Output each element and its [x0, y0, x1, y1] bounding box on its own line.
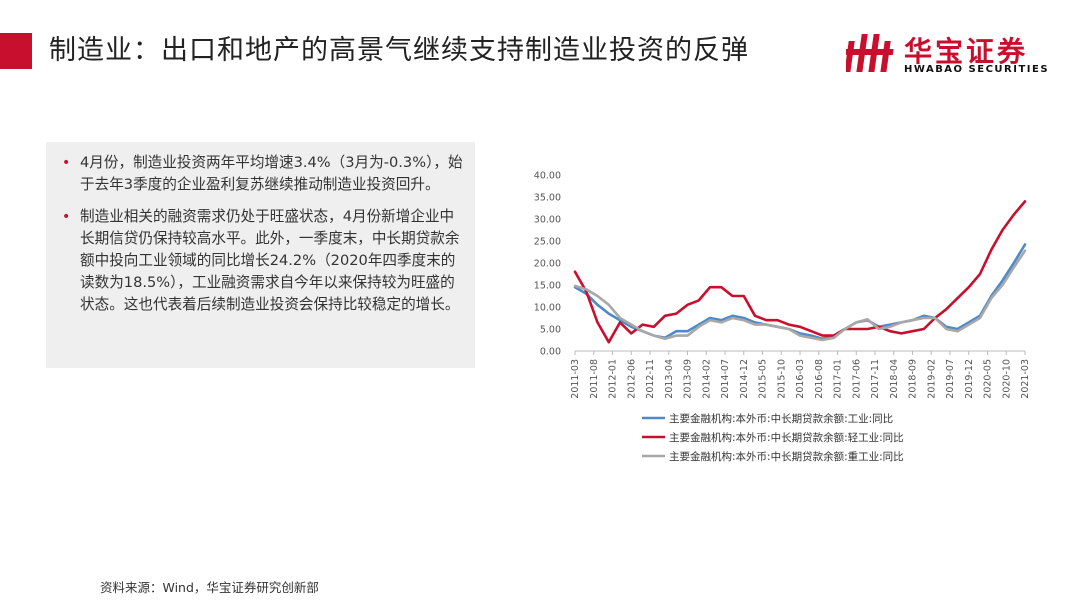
page-title: 制造业：出口和地产的高景气继续支持制造业投资的反弹	[49, 35, 749, 66]
x-tick-label: 2021-03	[1020, 359, 1031, 399]
logo-name-cn: 华宝证券	[904, 35, 1029, 68]
x-tick-label: 2013-09	[683, 359, 694, 399]
x-tick-label: 2016-08	[814, 359, 825, 399]
y-tick-label: 35.00	[534, 193, 561, 204]
y-tick-label: 10.00	[534, 303, 561, 314]
x-tick-label: 2012-01	[608, 359, 619, 399]
source-note: 资料来源：Wind，华宝证券研究创新部	[100, 580, 319, 595]
x-tick-label: 2011-03	[570, 359, 581, 399]
x-tick-label: 2017-01	[833, 359, 844, 399]
x-tick-label: 2014-02	[701, 359, 712, 399]
logo-name-en: HWABAO SECURITIES	[904, 64, 1050, 75]
x-tick-label: 2012-06	[626, 359, 637, 399]
y-tick-label: 15.00	[534, 281, 561, 292]
bullet-dot-icon: •	[62, 209, 71, 225]
summary-text-box: • 4月份，制造业投资两年平均增速3.4%（3月为-0.3%），始于去年3季度的…	[46, 142, 475, 368]
x-tick-label: 2018-09	[908, 359, 919, 399]
y-tick-label: 30.00	[534, 215, 561, 226]
y-tick-label: 5.00	[540, 325, 561, 336]
y-tick-label: 0.00	[540, 347, 561, 358]
bullet-text: 制造业相关的融资需求仍处于旺盛状态，4月份新增企业中长期信贷仍保持较高水平。此外…	[80, 208, 460, 313]
y-tick-label: 40.00	[534, 171, 561, 182]
x-tick-label: 2020-10	[1001, 359, 1012, 399]
x-tick-label: 2019-07	[945, 359, 956, 399]
x-tick-label: 2015-05	[758, 359, 769, 399]
legend-label-1: 主要金融机构:本外币:中长期贷款余额:工业:同比	[669, 412, 893, 425]
x-tick-label: 2018-04	[889, 359, 900, 399]
hwabao-logo-mark-icon	[846, 34, 894, 72]
legend-label-3: 主要金融机构:本外币:中长期贷款余额:重工业:同比	[669, 450, 904, 463]
y-tick-label: 20.00	[534, 259, 561, 270]
x-tick-label: 2011-08	[589, 359, 600, 399]
title-accent-bar	[0, 33, 32, 69]
legend-label-2: 主要金融机构:本外币:中长期贷款余额:轻工业:同比	[669, 431, 904, 444]
x-tick-label: 2017-11	[870, 359, 881, 399]
x-tick-label: 2014-12	[739, 359, 750, 399]
x-tick-label: 2012-11	[645, 359, 656, 399]
x-tick-label: 2015-10	[776, 359, 787, 399]
x-tick-label: 2019-12	[964, 359, 975, 399]
x-tick-label: 2016-03	[795, 359, 806, 399]
x-tick-label: 2013-04	[664, 359, 675, 399]
x-tick-label: 2019-02	[926, 359, 937, 399]
bullet-item: • 4月份，制造业投资两年平均增速3.4%（3月为-0.3%），始于去年3季度的…	[62, 152, 465, 196]
bullet-dot-icon: •	[62, 155, 71, 171]
bullet-text: 4月份，制造业投资两年平均增速3.4%（3月为-0.3%），始于去年3季度的企业…	[80, 154, 463, 193]
series-line-3	[573, 249, 1027, 342]
x-tick-label: 2020-05	[983, 359, 994, 399]
y-tick-label: 25.00	[534, 237, 561, 248]
bullet-item: • 制造业相关的融资需求仍处于旺盛状态，4月份新增企业中长期信贷仍保持较高水平。…	[62, 206, 465, 316]
loan-growth-line-chart: 0.00 5.00 10.00 15.00 20.00 25.00 30.00 35.00 40…	[534, 171, 1031, 464]
x-tick-label: 2014-07	[720, 359, 731, 399]
company-logo: 华宝证券 HWABAO SECURITIES	[846, 30, 1048, 78]
x-tick-label: 2017-06	[851, 359, 862, 399]
series-line-2	[573, 200, 1027, 344]
